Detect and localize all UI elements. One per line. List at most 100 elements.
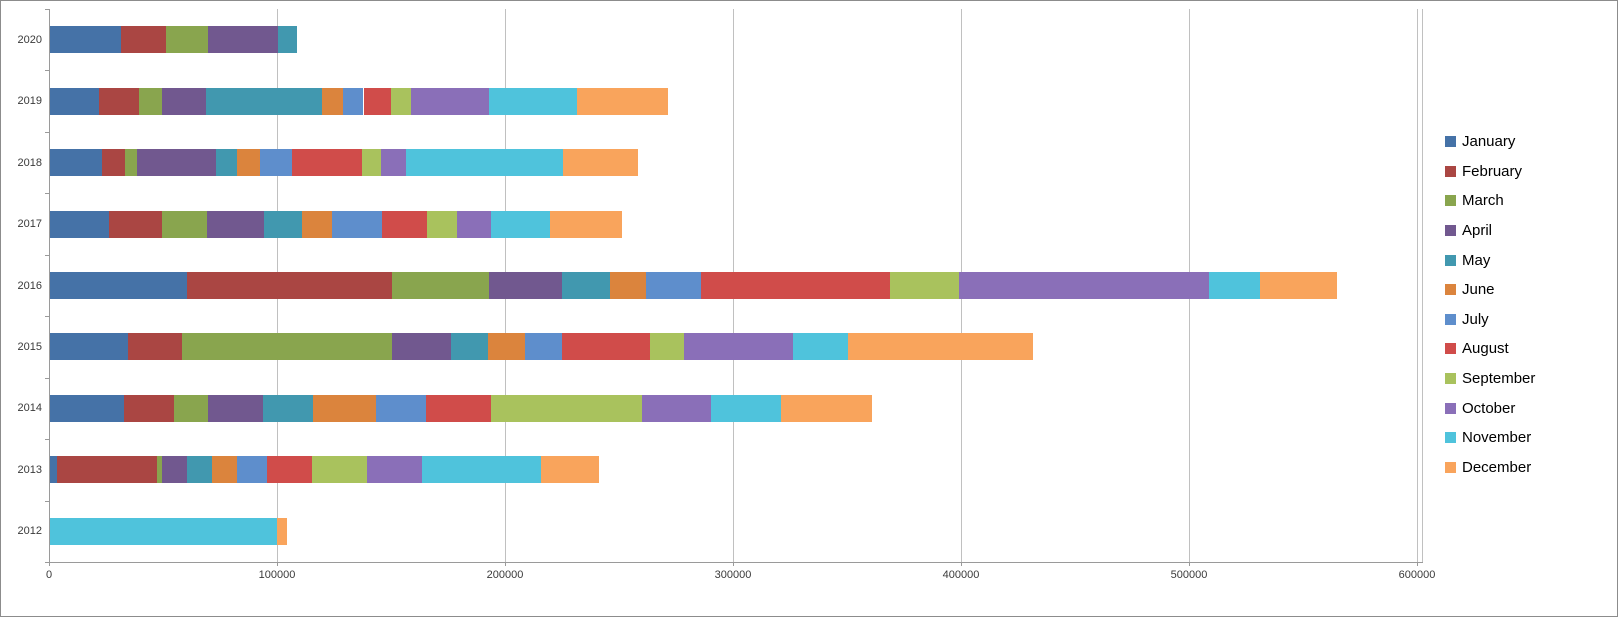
bar-segment-january[interactable] (50, 333, 128, 361)
bar-segment-february[interactable] (127, 333, 183, 361)
bar-segment-may[interactable] (561, 272, 610, 299)
bar-segment-may[interactable] (264, 210, 302, 238)
bar-segment-september[interactable] (390, 87, 412, 115)
bar-segment-january[interactable] (50, 149, 103, 177)
bar-segment-june[interactable] (487, 333, 526, 361)
bar-segment-january[interactable] (50, 456, 57, 484)
bar-segment-january[interactable] (50, 272, 187, 299)
bar-segment-march[interactable] (182, 333, 392, 361)
bar-segment-november[interactable] (1209, 272, 1260, 299)
bar-segment-september[interactable] (362, 149, 381, 177)
bar-segment-november[interactable] (491, 210, 551, 238)
bar-segment-november[interactable] (711, 394, 781, 422)
bar-segment-november[interactable] (488, 87, 577, 115)
bar-segment-october[interactable] (380, 149, 406, 177)
bar-segment-february[interactable] (102, 149, 126, 177)
bar-segment-december[interactable] (276, 517, 288, 545)
bar-segment-april[interactable] (488, 272, 562, 299)
bar-segment-august[interactable] (381, 210, 428, 238)
bar-segment-april[interactable] (208, 26, 278, 54)
bar-segment-september[interactable] (649, 333, 684, 361)
legend-item-march[interactable]: March (1445, 186, 1504, 216)
bar-segment-september[interactable] (491, 394, 642, 422)
bar-segment-december[interactable] (1259, 272, 1338, 299)
bar-segment-august[interactable] (700, 272, 891, 299)
bar-segment-february[interactable] (186, 272, 392, 299)
bar-segment-march[interactable] (161, 210, 208, 238)
bar-segment-december[interactable] (848, 333, 1033, 361)
bar-segment-april[interactable] (136, 149, 217, 177)
bar-segment-december[interactable] (563, 149, 639, 177)
legend-item-july[interactable]: July (1445, 305, 1489, 335)
bar-segment-december[interactable] (541, 456, 600, 484)
legend-item-may[interactable]: May (1445, 245, 1490, 275)
bar-segment-june[interactable] (236, 149, 260, 177)
legend-item-december[interactable]: December (1445, 453, 1531, 483)
legend-item-june[interactable]: June (1445, 275, 1495, 305)
bar-segment-june[interactable] (211, 456, 237, 484)
bar-segment-march[interactable] (157, 456, 162, 484)
bar-segment-march[interactable] (174, 394, 209, 422)
bar-segment-august[interactable] (266, 456, 313, 484)
bar-segment-july[interactable] (236, 456, 267, 484)
bar-segment-february[interactable] (124, 394, 175, 422)
bar-segment-september[interactable] (427, 210, 457, 238)
bar-segment-august[interactable] (426, 394, 492, 422)
bar-segment-april[interactable] (392, 333, 452, 361)
bar-segment-november[interactable] (50, 517, 277, 545)
bar-segment-july[interactable] (646, 272, 701, 299)
bar-segment-november[interactable] (421, 456, 542, 484)
bar-segment-april[interactable] (207, 210, 265, 238)
bar-segment-december[interactable] (550, 210, 623, 238)
bar-segment-december[interactable] (576, 87, 668, 115)
legend-item-april[interactable]: April (1445, 216, 1492, 246)
bar-segment-march[interactable] (166, 26, 209, 54)
bar-segment-august[interactable] (363, 87, 391, 115)
bar-segment-october[interactable] (683, 333, 794, 361)
bar-segment-october[interactable] (641, 394, 712, 422)
bar-segment-november[interactable] (793, 333, 848, 361)
legend-item-october[interactable]: October (1445, 393, 1515, 423)
legend-item-september[interactable]: September (1445, 364, 1535, 394)
bar-segment-january[interactable] (50, 26, 121, 54)
bar-segment-june[interactable] (301, 210, 332, 238)
bar-segment-july[interactable] (376, 394, 427, 422)
bar-segment-may[interactable] (186, 456, 212, 484)
bar-segment-march[interactable] (125, 149, 137, 177)
bar-segment-january[interactable] (50, 87, 100, 115)
legend-item-january[interactable]: January (1445, 127, 1515, 157)
bar-segment-may[interactable] (278, 26, 298, 54)
bar-segment-july[interactable] (331, 210, 382, 238)
bar-segment-october[interactable] (456, 210, 492, 238)
bar-segment-july[interactable] (259, 149, 292, 177)
legend-item-november[interactable]: November (1445, 423, 1531, 453)
bar-segment-october[interactable] (366, 456, 422, 484)
bar-segment-november[interactable] (405, 149, 563, 177)
bar-segment-february[interactable] (109, 210, 162, 238)
bar-segment-january[interactable] (50, 394, 125, 422)
bar-segment-june[interactable] (322, 87, 343, 115)
bar-segment-september[interactable] (890, 272, 959, 299)
bar-segment-february[interactable] (56, 456, 158, 484)
bar-segment-march[interactable] (392, 272, 489, 299)
bar-segment-may[interactable] (451, 333, 488, 361)
bar-segment-september[interactable] (312, 456, 367, 484)
bar-segment-april[interactable] (161, 87, 207, 115)
legend-item-august[interactable]: August (1445, 334, 1509, 364)
bar-segment-may[interactable] (216, 149, 237, 177)
bar-segment-june[interactable] (313, 394, 377, 422)
bar-segment-april[interactable] (161, 456, 187, 484)
bar-segment-june[interactable] (609, 272, 647, 299)
bar-segment-october[interactable] (411, 87, 489, 115)
bar-segment-february[interactable] (99, 87, 139, 115)
bar-segment-august[interactable] (291, 149, 363, 177)
bar-segment-may[interactable] (263, 394, 314, 422)
bar-segment-october[interactable] (958, 272, 1210, 299)
bar-segment-july[interactable] (525, 333, 562, 361)
legend-item-february[interactable]: February (1445, 157, 1522, 187)
bar-segment-february[interactable] (120, 26, 167, 54)
bar-segment-march[interactable] (138, 87, 162, 115)
bar-segment-july[interactable] (342, 87, 364, 115)
bar-segment-december[interactable] (780, 394, 872, 422)
bar-segment-april[interactable] (208, 394, 264, 422)
